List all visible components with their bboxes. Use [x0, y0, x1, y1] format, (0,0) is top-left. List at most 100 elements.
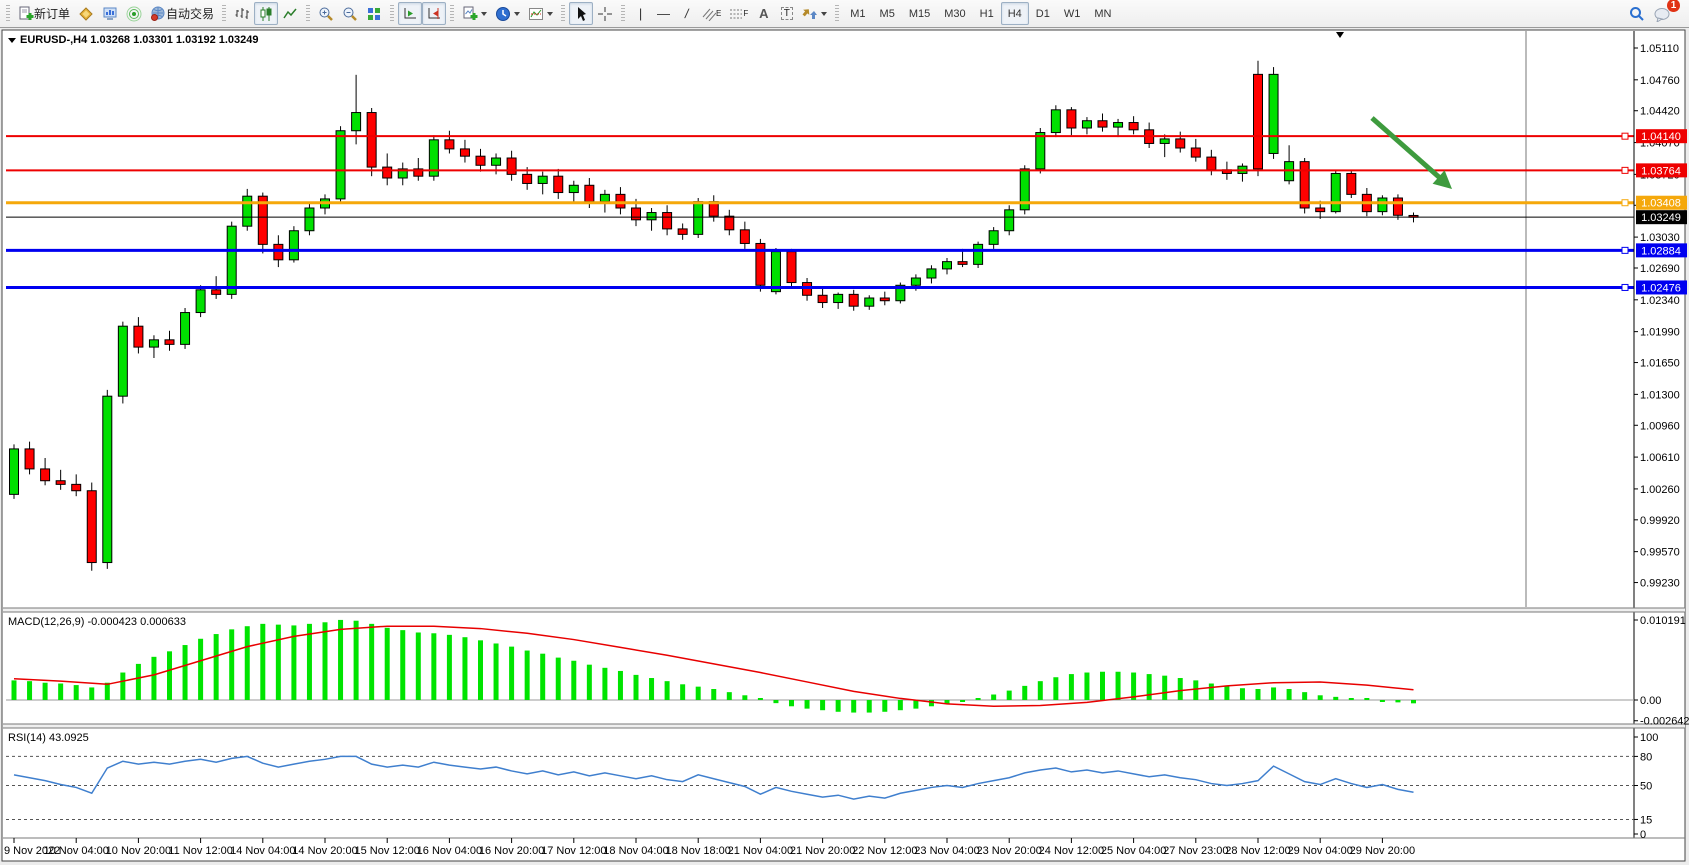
svg-text:18 Nov 18:00: 18 Nov 18:00 [665, 845, 730, 857]
horizontal-line-objects[interactable] [6, 132, 1634, 291]
svg-text:14 Nov 04:00: 14 Nov 04:00 [230, 845, 295, 857]
zoom-out-button[interactable] [338, 2, 362, 25]
charts-button[interactable] [74, 2, 98, 25]
toolbar-grip[interactable] [390, 4, 395, 23]
toolbar-grip[interactable] [835, 4, 840, 23]
tile-windows-button[interactable] [362, 2, 386, 25]
auto-trading-label: 自动交易 [166, 7, 215, 21]
timeframe-h1-button[interactable]: H1 [979, 7, 994, 20]
svg-text:14 Nov 20:00: 14 Nov 20:00 [292, 845, 357, 857]
candlestick-chart-button[interactable] [254, 2, 279, 25]
toolbar-grip[interactable] [6, 4, 10, 23]
search-button[interactable] [1625, 2, 1649, 25]
svg-text:16 Nov 04:00: 16 Nov 04:00 [417, 845, 482, 857]
text-tool-button[interactable]: A [752, 2, 775, 25]
auto-trading-button[interactable]: 自动交易 [146, 2, 218, 25]
svg-text:1.02340: 1.02340 [1640, 295, 1680, 307]
dropdown-caret [821, 11, 828, 16]
trendline-icon: / [683, 6, 690, 21]
gold-chart-icon [79, 6, 93, 21]
svg-text:29 Nov 20:00: 29 Nov 20:00 [1350, 845, 1415, 857]
macd-indicator-label: MACD(12,26,9) -0.000423 0.000633 [8, 616, 186, 628]
text-tool-icon: A [759, 6, 769, 21]
svg-text:0.010191: 0.010191 [1640, 615, 1686, 627]
toolbar-grip[interactable] [306, 4, 311, 23]
indicators-button[interactable] [524, 2, 557, 25]
toolbar-grip[interactable] [561, 4, 566, 23]
svg-text:9 Nov 2022: 9 Nov 2022 [4, 845, 60, 857]
timeframe-m5-button[interactable]: M5 [879, 7, 895, 20]
svg-text:1.00260: 1.00260 [1640, 484, 1680, 496]
clock-icon [496, 6, 511, 21]
auto-scroll-icon [404, 7, 417, 18]
svg-text:22 Nov 12:00: 22 Nov 12:00 [852, 845, 917, 857]
line-chart-icon [283, 8, 297, 18]
toolbar-grip[interactable] [450, 4, 455, 23]
svg-text:1.05110: 1.05110 [1640, 43, 1679, 55]
chart-shift-button[interactable] [422, 2, 447, 25]
new-chart-button[interactable] [458, 2, 491, 25]
chart-dropdown-icon[interactable] [8, 37, 16, 43]
svg-text:27 Nov 23:00: 27 Nov 23:00 [1163, 845, 1228, 857]
timeframe-d1-button[interactable]: D1 [1035, 7, 1050, 20]
arrows-tool-button[interactable] [798, 2, 831, 25]
chart-window[interactable]: 1.051101.047601.044201.040701.037201.033… [0, 28, 1689, 865]
svg-text:16 Nov 20:00: 16 Nov 20:00 [479, 845, 544, 857]
rsi-panel: 100 80 50 15 0 [6, 732, 1658, 841]
fibonacci-tool-button[interactable]: F [725, 2, 752, 25]
candlestick-chart-icon [260, 6, 272, 21]
crosshair-icon [598, 6, 613, 21]
period-button[interactable] [491, 2, 524, 25]
svg-text:80: 80 [1640, 751, 1652, 763]
line-chart-button[interactable] [278, 2, 302, 25]
bar-chart-button[interactable] [230, 2, 254, 25]
svg-text:1.03408: 1.03408 [1641, 198, 1681, 210]
notifications-button[interactable]: 1 [1649, 0, 1680, 25]
timeframe-w1-button[interactable]: W1 [1063, 7, 1081, 20]
timeframe-h4-button[interactable]: H4 [1000, 2, 1029, 25]
svg-text:1.01990: 1.01990 [1640, 327, 1680, 339]
timeframe-mn-button[interactable]: MN [1094, 7, 1112, 20]
chat-bubble-icon [1654, 7, 1670, 22]
zoom-in-button[interactable] [314, 2, 338, 25]
toolbar-grip[interactable] [222, 4, 227, 23]
svg-text:29 Nov 04:00: 29 Nov 04:00 [1287, 845, 1352, 857]
svg-text:1.04420: 1.04420 [1640, 106, 1680, 118]
market-watch-icon [103, 7, 117, 20]
signals-button[interactable] [122, 2, 146, 25]
auto-scroll-button[interactable] [398, 2, 423, 25]
dropdown-caret [481, 11, 488, 16]
rsi-line [13, 755, 1414, 800]
text-label-tool-button[interactable]: T [775, 2, 798, 25]
arrow-object[interactable] [1370, 116, 1452, 189]
timeframe-m15-button[interactable]: M15 [908, 7, 931, 20]
dropdown-caret [514, 11, 521, 16]
cursor-tool-button[interactable] [569, 2, 594, 25]
new-order-label: 新订单 [34, 7, 71, 21]
channel-tool-button[interactable]: E [698, 2, 725, 25]
horizontal-line-tool-button[interactable]: — [652, 2, 675, 25]
market-watch-button[interactable] [98, 2, 122, 25]
svg-text:100: 100 [1640, 732, 1658, 744]
crosshair-tool-button[interactable] [593, 2, 617, 25]
svg-text:1.02476: 1.02476 [1641, 282, 1681, 294]
new-order-button[interactable]: 新订单 [14, 2, 74, 25]
svg-text:11 Nov 12:00: 11 Nov 12:00 [168, 845, 233, 857]
chart-canvas[interactable]: 1.051101.047601.044201.040701.037201.033… [0, 28, 1689, 865]
timeframe-m30-button[interactable]: M30 [944, 7, 966, 20]
auto-trading-icon [151, 6, 165, 21]
search-icon [1630, 6, 1644, 21]
vertical-line-tool-button[interactable]: | [629, 2, 652, 25]
timeframe-m1-button[interactable]: M1 [850, 7, 866, 20]
chart-shift-marker[interactable] [1336, 32, 1344, 38]
price-axis[interactable]: 1.051101.047601.044201.040701.037201.033… [1633, 31, 1687, 838]
fibonacci-icon [730, 9, 743, 18]
macd-signal-line [13, 625, 1414, 708]
toolbar-grip[interactable] [621, 4, 626, 23]
svg-text:1.03764: 1.03764 [1641, 165, 1681, 177]
svg-text:17 Nov 12:00: 17 Nov 12:00 [541, 845, 606, 857]
svg-text:23 Nov 20:00: 23 Nov 20:00 [976, 845, 1041, 857]
trendline-tool-button[interactable]: / [675, 2, 698, 25]
horizontal-line-icon: — [657, 6, 671, 21]
